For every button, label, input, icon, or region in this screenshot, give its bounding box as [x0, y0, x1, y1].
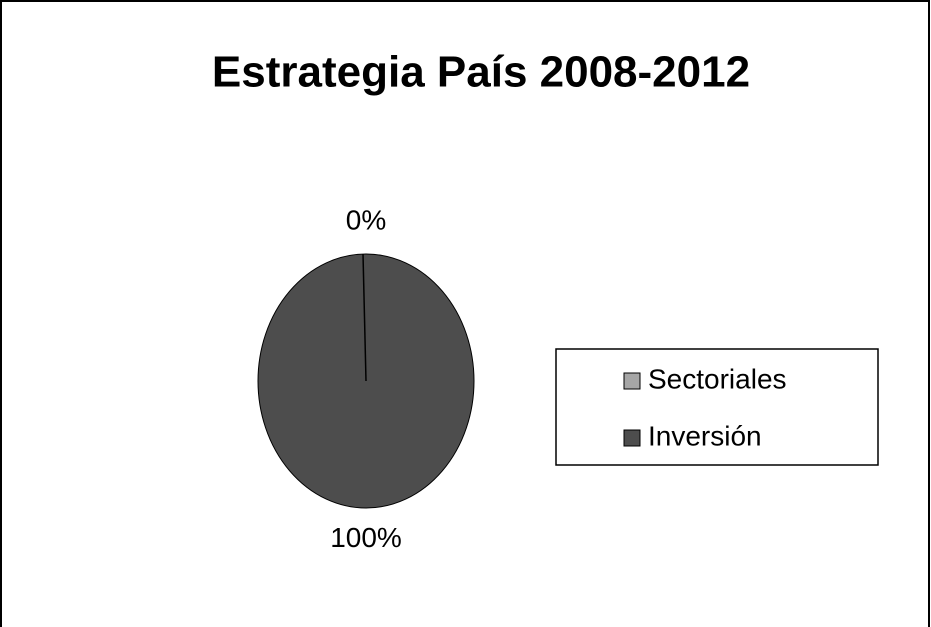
legend-swatch	[623, 429, 641, 447]
legend-label: Sectoriales	[648, 363, 787, 394]
legend-swatch	[623, 372, 641, 390]
legend-label: Inversión	[648, 420, 762, 451]
chart-title: Estrategia País 2008-2012	[212, 48, 750, 97]
data-label: 100%	[330, 522, 402, 553]
data-label: 0%	[346, 205, 386, 236]
slice-divider	[362, 253, 367, 382]
legend-box	[555, 348, 879, 466]
